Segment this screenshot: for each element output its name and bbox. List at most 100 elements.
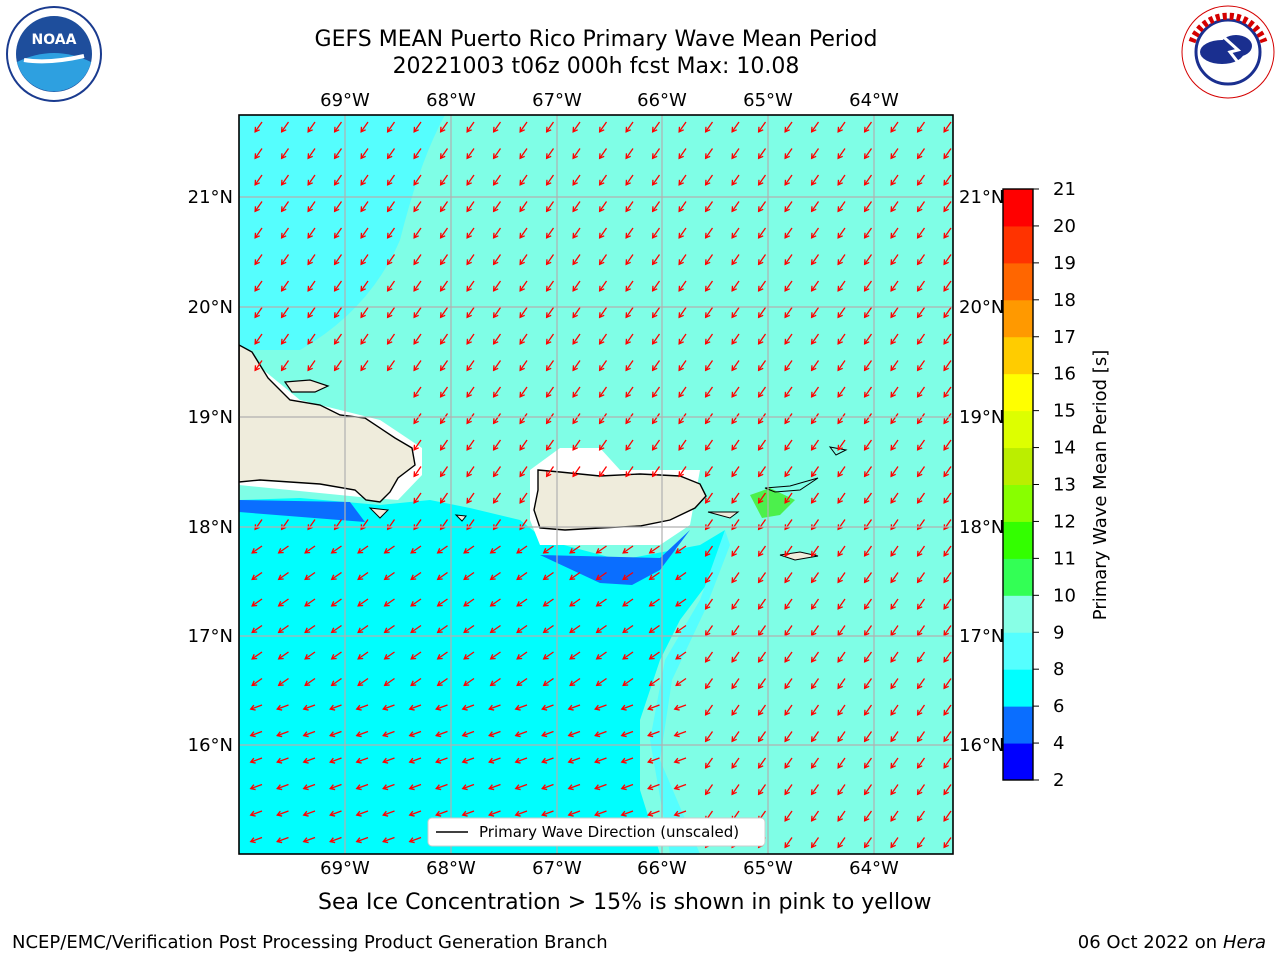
wave-arrow: [705, 333, 714, 345]
wave-arrow: [705, 413, 714, 424]
wave-arrow: [705, 784, 714, 795]
lat-tick-right: 21°N: [959, 187, 1004, 208]
wave-arrow: [546, 466, 555, 477]
lon-tick-bottom: 65°W: [743, 858, 793, 879]
wave-arrow: [572, 174, 581, 186]
wave-arrow: [837, 413, 846, 424]
wave-arrow: [811, 307, 820, 318]
wave-arrow: [334, 333, 343, 345]
wave-arrow: [356, 810, 369, 816]
wave-arrow: [890, 280, 899, 292]
colorbar-segment: [1003, 447, 1033, 485]
wave-arrow: [864, 121, 873, 133]
wave-arrow: [625, 201, 634, 212]
wave-arrow: [277, 704, 289, 710]
lon-tick-top: 68°W: [426, 90, 476, 111]
wave-arrow: [466, 492, 475, 504]
wave-arrow: [437, 598, 448, 607]
wave-arrow: [303, 836, 316, 843]
wave-arrow: [466, 439, 475, 451]
wave-arrow: [837, 731, 846, 742]
wave-arrow: [784, 598, 793, 610]
wave-arrow: [705, 492, 714, 504]
wave-arrow: [307, 121, 316, 133]
wave-arrow: [489, 810, 501, 816]
wave-arrow: [254, 280, 263, 292]
wave-arrow: [917, 837, 926, 848]
wave-arrow: [307, 360, 316, 371]
wave-arrow: [543, 651, 554, 660]
wave-arrow: [572, 201, 581, 212]
wave-arrow: [678, 174, 687, 186]
wave-arrow: [837, 121, 846, 133]
period-9-band-west: [239, 115, 445, 350]
wave-arrow: [493, 413, 502, 424]
wave-arrow: [466, 174, 475, 186]
wave-arrow: [437, 571, 448, 580]
wave-arrow: [811, 757, 820, 769]
wave-arrow: [493, 386, 502, 398]
wave-arrow: [731, 519, 740, 530]
wave-arrow: [519, 492, 528, 504]
wave-arrow: [436, 730, 448, 737]
wave-arrow: [864, 148, 873, 159]
wave-arrow: [784, 307, 793, 318]
wave-arrow: [516, 677, 528, 686]
wave-arrow: [943, 519, 952, 530]
wave-arrow: [731, 360, 740, 371]
lon-tick-bottom: 67°W: [532, 858, 582, 879]
wave-arrow: [864, 227, 873, 239]
wave-arrow: [758, 704, 767, 716]
wave-arrow: [811, 704, 820, 716]
wave-arrow: [569, 598, 581, 607]
wave-arrow: [674, 757, 687, 763]
wave-arrow: [331, 545, 342, 554]
wave-arrow: [864, 810, 873, 822]
wave-arrow: [546, 360, 555, 371]
wave-arrow: [569, 677, 581, 686]
wave-arrow: [599, 227, 608, 239]
wave-arrow: [515, 704, 528, 710]
wave-arrow: [519, 519, 528, 530]
wave-arrow: [864, 174, 873, 186]
wave-arrow: [917, 678, 926, 689]
wave-arrow: [705, 439, 714, 451]
wave-arrow: [387, 121, 396, 133]
wave-arrow: [678, 121, 687, 133]
wave-arrow: [943, 254, 952, 265]
wave-arrow: [360, 307, 369, 318]
wave-arrow: [334, 280, 343, 292]
wave-arrow: [331, 598, 342, 607]
wave-arrow: [546, 439, 555, 451]
wave-arrow: [331, 677, 342, 686]
wave-arrow: [595, 810, 607, 816]
wave-arrow: [811, 519, 820, 530]
wave-arrow: [811, 651, 820, 663]
chart-subtitle: 20221003 t06z 000h fcst Max: 10.08: [392, 54, 800, 79]
wave-arrow: [384, 598, 395, 607]
wave-arrow: [384, 545, 395, 554]
colorbar-tick: 13: [1053, 475, 1076, 496]
lat-labels-left: 21°N 20°N 19°N 18°N 17°N 16°N: [188, 187, 233, 756]
wave-arrow: [413, 148, 422, 159]
period-4-6-patch-west: [239, 500, 365, 522]
wave-arrow: [705, 254, 714, 265]
wave-arrow: [596, 651, 607, 660]
wave-arrow: [731, 280, 740, 292]
wave-arrow: [413, 386, 422, 398]
colorbar-segment: [1003, 410, 1033, 449]
wave-arrow: [543, 571, 554, 580]
wave-arrow: [281, 519, 290, 530]
wave-arrow: [890, 678, 899, 689]
wave-arrow: [811, 837, 820, 848]
wave-arrow: [890, 572, 899, 583]
wave-arrow: [437, 624, 448, 633]
wave-arrow: [384, 624, 395, 633]
wave-arrow: [784, 572, 793, 583]
wave-arrow: [383, 836, 395, 843]
wave-arrow: [811, 598, 820, 610]
wave-arrow: [811, 466, 820, 477]
wave-arrow: [466, 413, 475, 424]
wave-arrow: [334, 174, 343, 186]
wave-arrow: [648, 783, 660, 790]
